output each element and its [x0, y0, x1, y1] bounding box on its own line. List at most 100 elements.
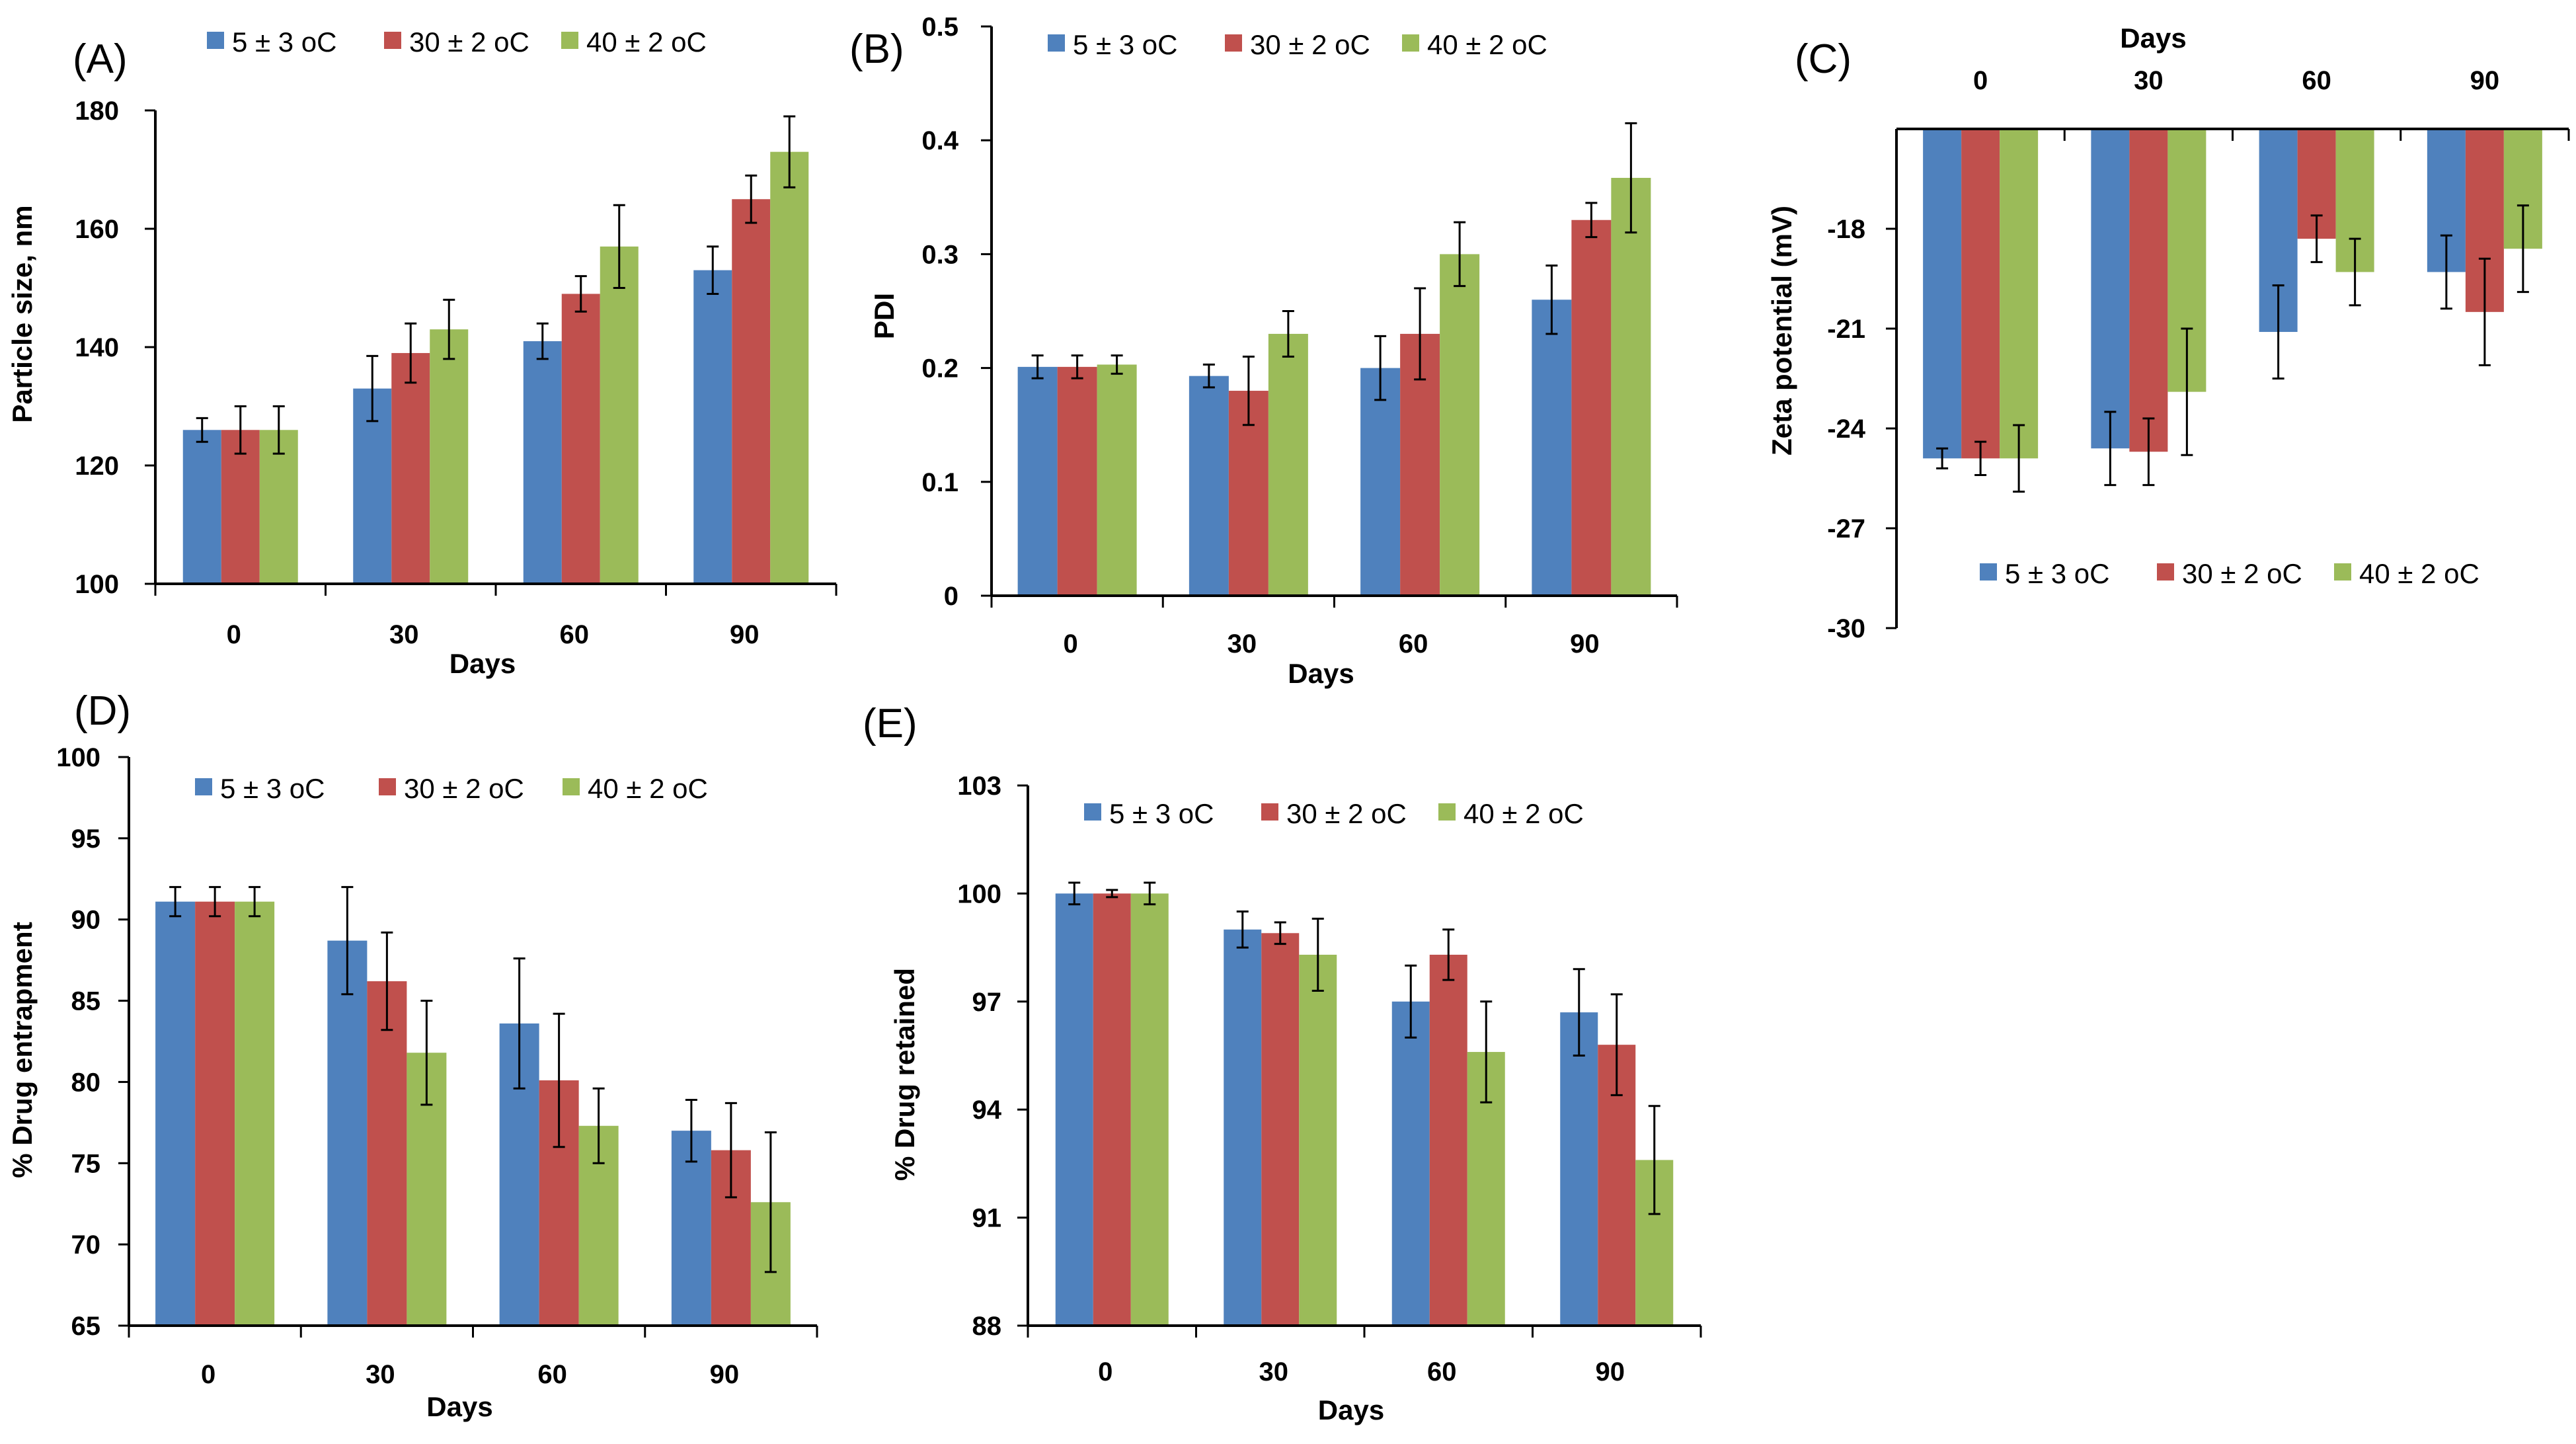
x-axis-title: Days — [449, 648, 516, 679]
bar-30-2-oc-day-30 — [2129, 129, 2168, 452]
legend-label: 5 ± 3 oC — [1073, 29, 1177, 60]
error-bar — [592, 1087, 605, 1164]
legend-label: 40 ± 2 oC — [586, 26, 707, 58]
x-tick-label: 0 — [201, 1360, 215, 1389]
y-tick-label: 0 — [944, 582, 958, 611]
bar-5-3-oc-day-90 — [1532, 300, 1572, 596]
y-tick-label: 0.2 — [921, 354, 958, 383]
y-tick-label: 103 — [957, 772, 1001, 801]
error-bar — [2181, 327, 2193, 456]
legend-item: 5 ± 3 oC — [1048, 29, 1177, 60]
error-bar — [1242, 355, 1255, 426]
y-tick-label: 180 — [75, 97, 119, 126]
x-tick-label: 60 — [2302, 66, 2331, 95]
bar-5-3-oc-day-30 — [2091, 129, 2130, 449]
y-tick-label: 0.1 — [921, 468, 958, 497]
legend-swatch — [1980, 563, 1997, 581]
legend-swatch — [1402, 34, 1419, 52]
y-tick-label: 75 — [71, 1149, 101, 1178]
chart-panel-c: -18 -21 -24 -27 -30 0 30 60 90 Days Zeta potential… — [1766, 22, 2570, 643]
bar-5-3-oc-day-30 — [1224, 929, 1262, 1326]
legend: 5 ± 3 oC 30 ± 2 oC 40 ± 2 oC — [1084, 798, 1584, 829]
error-bar — [1936, 447, 1949, 469]
legend-label: 5 ± 3 oC — [232, 26, 336, 58]
error-bar — [2272, 284, 2284, 380]
y-tick-label: 0.3 — [921, 240, 958, 269]
error-bar — [272, 405, 285, 455]
panel-label: (D) — [74, 688, 131, 734]
error-bar — [1585, 202, 1598, 239]
error-bar — [574, 275, 587, 313]
error-bar — [2478, 257, 2491, 366]
error-bar — [1071, 354, 1083, 380]
legend-label: 30 ± 2 oC — [404, 773, 524, 804]
bar-40-2-oc-day-90 — [1611, 178, 1651, 596]
error-bar — [1405, 964, 1417, 1039]
legend-item: 40 ± 2 oC — [1402, 29, 1547, 60]
y-tick-label: 80 — [71, 1068, 101, 1097]
error-bar — [234, 405, 247, 455]
legend-swatch — [1084, 803, 1101, 821]
legend-item: 5 ± 3 oC — [195, 773, 325, 804]
x-tick-label: 30 — [1259, 1357, 1289, 1386]
legend-swatch — [379, 778, 396, 795]
x-tick-label: 90 — [1596, 1357, 1625, 1386]
legend-swatch — [195, 778, 212, 795]
x-tick-label: 90 — [1570, 629, 1600, 659]
legend-swatch — [1048, 34, 1065, 52]
error-bar — [1573, 968, 1585, 1057]
legend-swatch — [561, 32, 578, 49]
legend-swatch — [1438, 803, 1456, 821]
x-tick-label: 90 — [2470, 66, 2500, 95]
legend-item: 30 ± 2 oC — [1225, 29, 1370, 60]
y-tick-label: -24 — [1827, 415, 1866, 444]
bar-5-3-oc-day-0 — [1923, 129, 1962, 459]
legend-label: 5 ± 3 oC — [2005, 558, 2109, 589]
error-bar — [381, 931, 393, 1031]
bar-40-2-oc-day-0 — [2000, 129, 2039, 459]
y-axis-title: PDI — [869, 293, 900, 339]
bar-5-3-oc-day-0 — [182, 430, 221, 584]
y-tick-label: -27 — [1827, 514, 1865, 543]
x-tick-label: 0 — [227, 620, 241, 649]
y-axis-title: Particle size, nm — [7, 205, 38, 422]
bar-30-2-oc-day-90 — [1571, 220, 1612, 596]
error-bar — [2104, 411, 2117, 487]
error-bar — [2440, 234, 2452, 310]
bar-40-2-oc-day-0 — [235, 901, 275, 1326]
y-tick-label: 91 — [972, 1204, 1002, 1233]
y-tick-label: 0.4 — [921, 126, 958, 155]
legend-item: 40 ± 2 oC — [1438, 798, 1584, 829]
bar-5-3-oc-day-0 — [1055, 893, 1093, 1326]
bar-40-2-oc-day-0 — [259, 430, 298, 584]
legend-item: 5 ± 3 oC — [1980, 558, 2109, 589]
error-bar — [2142, 417, 2155, 487]
legend: 5 ± 3 oC 30 ± 2 oC 40 ± 2 oC — [1980, 558, 2479, 589]
bar-30-2-oc-day-0 — [195, 901, 235, 1326]
legend-label: 40 ± 2 oC — [2359, 558, 2479, 589]
chart-panel-b: 0 0.1 0.2 0.3 0.4 0.5 0 30 60 90 Days PDI (B) 5 ± 3 o… — [849, 13, 1678, 689]
y-tick-label: 100 — [56, 743, 100, 772]
y-tick-label: 97 — [972, 988, 1002, 1017]
error-bar — [1414, 287, 1426, 381]
x-tick-label: 60 — [560, 620, 590, 649]
x-axis-title: Days — [2120, 22, 2186, 54]
bar-5-3-oc-day-90 — [1560, 1012, 1598, 1326]
legend-label: 40 ± 2 oC — [588, 773, 708, 804]
legend-item: 30 ± 2 oC — [1261, 798, 1407, 829]
error-bar — [1236, 910, 1249, 949]
bar-5-3-oc-day-60 — [1360, 368, 1401, 596]
error-bar — [1648, 1105, 1660, 1215]
legend-swatch — [1261, 803, 1278, 821]
bar-30-2-oc-day-0 — [1057, 366, 1097, 596]
bar-30-2-oc-day-60 — [1429, 954, 1467, 1326]
legend-item: 5 ± 3 oC — [1084, 798, 1214, 829]
y-tick-label: -21 — [1827, 315, 1865, 344]
x-tick-label: 60 — [1399, 629, 1428, 659]
x-tick-label: 90 — [710, 1360, 740, 1389]
error-bar — [1202, 363, 1215, 389]
bar-30-2-oc-day-30 — [367, 981, 407, 1326]
legend-item: 5 ± 3 oC — [207, 26, 336, 58]
error-bar — [1282, 310, 1294, 358]
legend-item: 30 ± 2 oC — [379, 773, 524, 804]
